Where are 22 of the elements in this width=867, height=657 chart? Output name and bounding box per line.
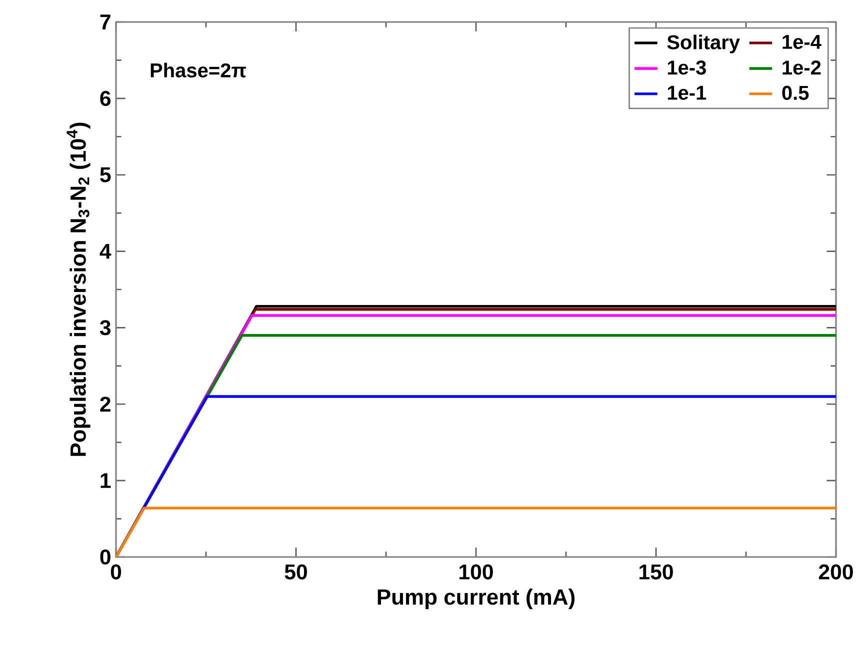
legend-label: 1e-1	[668, 86, 706, 100]
legend-label: 1e-3	[668, 60, 706, 75]
x-tick-label: 50	[284, 564, 307, 580]
annotation: Phase=2π	[150, 62, 246, 78]
y-axis-title: Population inversion N$_{3}$-N$_{2}$ (10$^{4}$)	[66, 122, 90, 456]
y-tick-label: 4	[100, 244, 112, 259]
legend-label: 1e-4	[782, 35, 822, 49]
y-tick-label: 7	[100, 14, 110, 30]
legend-label: Solitary	[667, 34, 740, 54]
y-tick-label: 3	[100, 320, 111, 336]
legend-label: 1e-2	[782, 60, 821, 75]
x-tick-label: 0	[110, 564, 122, 580]
legend-label: 0.5	[782, 86, 809, 100]
x-axis-title: Pump current (mA)	[378, 588, 575, 610]
x-tick-label: 200	[818, 564, 853, 580]
y-tick-label: 1	[100, 473, 111, 488]
y-tick-label: 6	[100, 90, 111, 106]
y-tick-label: 5	[100, 167, 111, 182]
x-tick-label: 150	[640, 564, 673, 580]
y-tick-label: 2	[100, 396, 110, 412]
x-tick-label: 100	[460, 564, 493, 580]
y-tick-label: 0	[100, 549, 110, 565]
